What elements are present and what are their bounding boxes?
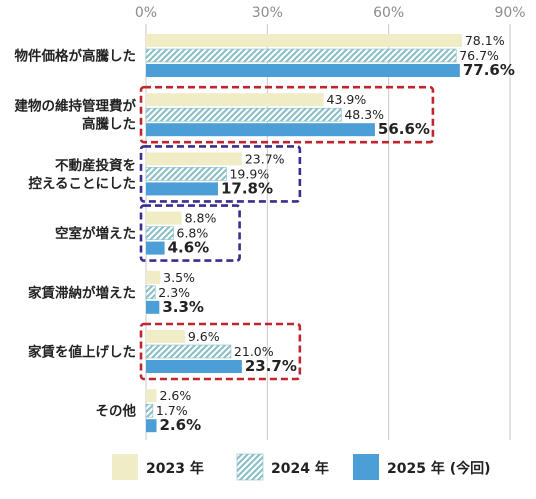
data-label: 9.6% (188, 329, 220, 344)
bar (145, 344, 232, 359)
bar (146, 64, 460, 77)
data-label: 78.1% (465, 33, 505, 48)
highlight-box (139, 85, 435, 144)
data-label: 2.3% (158, 285, 190, 300)
bar (146, 93, 324, 107)
bar (146, 419, 157, 433)
legend-swatch (112, 454, 138, 480)
bar (146, 34, 462, 47)
data-label: 1.7% (156, 403, 188, 418)
bar (146, 270, 161, 284)
bar (145, 226, 174, 240)
y-category-label: 家賃を値上げした (28, 344, 136, 361)
x-tick-label: 60% (373, 5, 404, 21)
y-category-label: 空室が増えた (55, 225, 136, 242)
data-label: 2.6% (160, 388, 192, 403)
y-category-label: 物件価格が高騰した (15, 48, 137, 65)
y-category-label: 家賃滞納が増えた (28, 284, 136, 301)
data-label: 21.0% (234, 344, 274, 359)
data-label: 2.6% (160, 416, 202, 434)
y-category-label: その他 (96, 403, 137, 420)
y-category-label: 建物の維持管理費が高騰した (14, 98, 137, 133)
bar (146, 330, 185, 343)
bar (146, 182, 218, 196)
data-label: 4.6% (168, 239, 210, 257)
bar (145, 167, 227, 181)
bar (145, 48, 457, 63)
bar (146, 211, 182, 225)
data-label: 48.3% (344, 107, 384, 122)
x-tick-label: 0% (135, 5, 157, 21)
data-label: 77.6% (463, 61, 515, 79)
bar (146, 152, 242, 166)
legend-label: 2025 年 (今回) (387, 460, 491, 477)
data-label: 76.7% (459, 48, 499, 63)
legend-swatch (353, 454, 379, 480)
data-label: 17.8% (221, 179, 273, 197)
bar (146, 241, 165, 255)
bar (145, 403, 154, 418)
highlight-box (139, 204, 241, 262)
bar (146, 360, 242, 373)
bar (146, 300, 160, 314)
data-label: 23.7% (245, 151, 285, 166)
bar (145, 107, 342, 122)
bar (146, 123, 375, 137)
y-category-label: 不動産投資を控えることにした (28, 157, 136, 192)
data-label: 43.9% (327, 92, 367, 107)
x-tick-label: 30% (252, 5, 283, 21)
data-label: 3.3% (162, 298, 204, 316)
x-tick-label: 90% (494, 5, 525, 21)
bar (145, 285, 156, 300)
data-label: 3.5% (163, 270, 195, 285)
highlight-box (139, 322, 302, 381)
data-label: 19.9% (229, 166, 269, 181)
bar (146, 389, 157, 403)
highlight-box (139, 145, 302, 203)
legend-swatch (236, 453, 264, 481)
data-label: 6.8% (177, 226, 209, 241)
legend-label: 2023 年 (146, 460, 204, 477)
legend-label: 2024 年 (271, 460, 329, 477)
data-label: 56.6% (378, 120, 430, 138)
data-label: 8.8% (185, 211, 217, 226)
data-label: 23.7% (245, 357, 297, 375)
